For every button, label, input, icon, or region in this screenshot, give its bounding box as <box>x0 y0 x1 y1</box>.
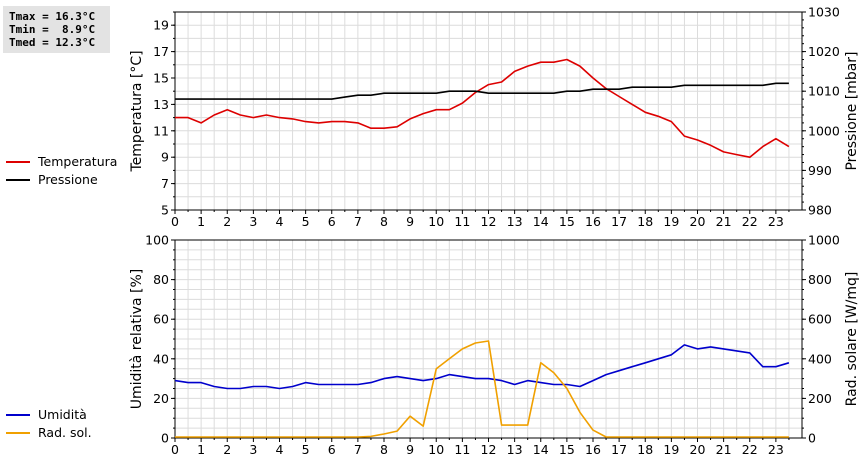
legend-label-temperature: Temperatura <box>38 154 118 169</box>
x-tick-label: 21 <box>716 442 732 457</box>
y-tick-label: 19 <box>153 18 169 33</box>
x-tick-label: 15 <box>559 214 575 229</box>
legend-swatch-solar-radiation <box>6 432 30 434</box>
x-tick-label: 22 <box>742 442 758 457</box>
x-tick-label: 14 <box>533 442 549 457</box>
x-tick-label: 15 <box>559 442 575 457</box>
y-tick-label: 15 <box>153 71 169 86</box>
y2-tick-label: 800 <box>808 272 832 287</box>
y-tick-label: 9 <box>161 150 169 165</box>
y-tick-label: 17 <box>153 44 169 59</box>
y-tick-label: 5 <box>161 203 169 218</box>
stat-tmax: Tmax = 16.3°C <box>9 10 96 23</box>
y2-tick-label: 1020 <box>808 44 840 59</box>
x-tick-label: 23 <box>768 442 784 457</box>
x-tick-label: 2 <box>223 214 231 229</box>
y2-axis-title: Pressione [mbar] <box>844 51 860 170</box>
y-tick-label: 40 <box>153 351 169 366</box>
x-tick-label: 4 <box>276 214 284 229</box>
x-tick-label: 18 <box>637 214 653 229</box>
x-tick-label: 0 <box>171 442 179 457</box>
x-tick-label: 5 <box>302 214 310 229</box>
x-tick-label: 7 <box>354 442 362 457</box>
x-tick-label: 20 <box>690 442 706 457</box>
y-tick-label: 60 <box>153 312 169 327</box>
y-tick-label: 11 <box>153 123 169 138</box>
x-tick-label: 13 <box>507 214 523 229</box>
y-tick-label: 7 <box>161 176 169 191</box>
x-tick-label: 5 <box>302 442 310 457</box>
x-tick-label: 18 <box>637 442 653 457</box>
x-tick-label: 3 <box>249 442 257 457</box>
x-tick-label: 10 <box>428 442 444 457</box>
x-tick-label: 19 <box>663 442 679 457</box>
x-tick-label: 22 <box>742 214 758 229</box>
x-tick-label: 6 <box>328 214 336 229</box>
x-tick-label: 1 <box>197 442 205 457</box>
stat-tmed: Tmed = 12.3°C <box>9 36 96 49</box>
x-tick-label: 17 <box>611 214 627 229</box>
x-tick-label: 14 <box>533 214 549 229</box>
y-tick-label: 20 <box>153 391 169 406</box>
x-tick-label: 8 <box>380 214 388 229</box>
y2-tick-label: 1010 <box>808 84 840 99</box>
legend-swatch-temperature <box>6 161 30 163</box>
y2-tick-label: 1030 <box>808 5 840 20</box>
x-tick-label: 16 <box>585 214 601 229</box>
x-tick-label: 4 <box>276 442 284 457</box>
y-tick-label: 80 <box>153 272 169 287</box>
y2-tick-label: 980 <box>808 203 832 218</box>
y2-tick-label: 990 <box>808 163 832 178</box>
series-line-temperatura <box>175 58 790 158</box>
y2-tick-label: 600 <box>808 312 832 327</box>
y-tick-label: 100 <box>145 233 169 248</box>
legend-swatch-humidity <box>6 414 30 416</box>
x-tick-label: 12 <box>481 442 497 457</box>
x-tick-label: 11 <box>454 214 470 229</box>
y-tick-label: 13 <box>153 97 169 112</box>
x-tick-label: 0 <box>171 214 179 229</box>
x-tick-label: 11 <box>454 442 470 457</box>
x-tick-label: 21 <box>716 214 732 229</box>
x-tick-label: 19 <box>663 214 679 229</box>
y-axis-title: Umidità relativa [%] <box>129 269 145 410</box>
y2-tick-label: 1000 <box>808 233 840 248</box>
x-tick-label: 13 <box>507 442 523 457</box>
y2-tick-label: 1000 <box>808 123 840 138</box>
legend-label-humidity: Umidità <box>38 407 87 422</box>
x-tick-label: 6 <box>328 442 336 457</box>
x-tick-label: 2 <box>223 442 231 457</box>
y2-axis-title: Rad. solare [W/mq] <box>844 272 860 407</box>
stat-tmin: Tmin = 8.9°C <box>9 23 96 36</box>
y-tick-label: 0 <box>161 431 169 446</box>
x-tick-label: 7 <box>354 214 362 229</box>
y-axis-title: Temperatura [°C] <box>129 50 145 172</box>
legend-swatch-pressure <box>6 179 30 181</box>
legend-label-pressure: Pressione <box>38 172 98 187</box>
x-tick-label: 1 <box>197 214 205 229</box>
x-tick-label: 9 <box>406 214 414 229</box>
series-line-pressione <box>175 82 789 100</box>
x-tick-label: 9 <box>406 442 414 457</box>
stats-box: Tmax = 16.3°C Tmin = 8.9°C Tmed = 12.3°C <box>3 6 110 53</box>
x-tick-label: 23 <box>768 214 784 229</box>
x-tick-label: 12 <box>481 214 497 229</box>
x-tick-label: 3 <box>249 214 257 229</box>
x-tick-label: 10 <box>428 214 444 229</box>
y2-tick-label: 0 <box>808 431 816 446</box>
series-line-rad-sol- <box>175 340 789 438</box>
x-tick-label: 16 <box>585 442 601 457</box>
x-tick-label: 8 <box>380 442 388 457</box>
x-tick-label: 17 <box>611 442 627 457</box>
x-tick-label: 20 <box>690 214 706 229</box>
legend-label-solar-radiation: Rad. sol. <box>38 425 92 440</box>
humidity-radiation-chart: 0 1 2 3 4 5 6 7 8 9 10 11 12 13 14 15 16 17 18 19 20 21 22 2302… <box>129 233 860 458</box>
temperature-pressure-chart: 0 1 2 3 4 5 6 7 8 9 10 11 12 13 14 15 16 17 18 19 20 21 22 2357… <box>129 5 860 230</box>
series-line-umidit- <box>174 344 790 390</box>
y2-tick-label: 200 <box>808 391 832 406</box>
y2-tick-label: 400 <box>808 351 832 366</box>
